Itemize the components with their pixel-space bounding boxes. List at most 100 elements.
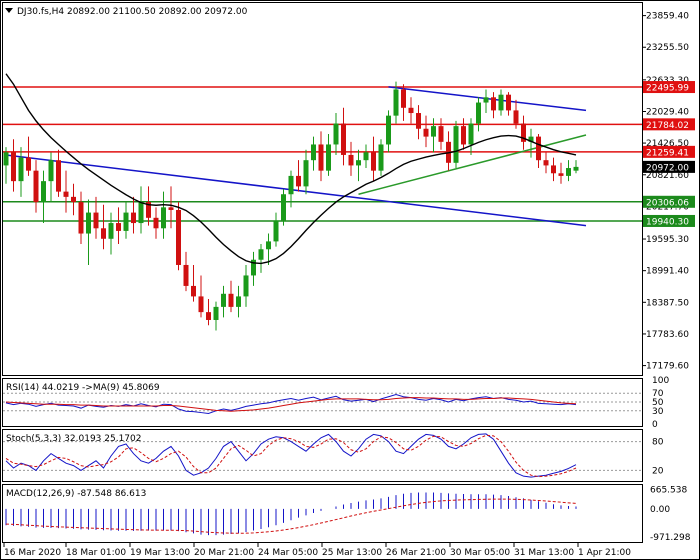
x-tick-label: 1 Apr 21:00 [578, 548, 631, 558]
candle-body [251, 259, 256, 276]
level-tag [643, 195, 695, 208]
price-tick-label: 20821.60 [646, 171, 689, 181]
candle-body [468, 123, 474, 145]
symbol-header: DJ30.fs,H4 20892.00 21100.50 20892.00 20… [17, 7, 248, 17]
level-tag-label: 22495.99 [646, 84, 689, 94]
price-tick-label: 22633.30 [646, 76, 689, 86]
candle-body [191, 285, 196, 297]
price-tick-label: 18991.40 [646, 267, 689, 277]
candle-body [228, 293, 234, 307]
candle-body [461, 126, 466, 145]
candle-body [513, 110, 519, 124]
candle-body [401, 89, 406, 108]
candle-body [26, 157, 31, 171]
price-tick-label: 19595.30 [646, 235, 689, 245]
candle-body [116, 223, 121, 231]
candle-body [78, 202, 84, 234]
candle-body [356, 160, 361, 166]
macd-tick-label: -971.298 [650, 533, 691, 543]
candle-body [86, 212, 91, 234]
rsi-tick-label: 50 [652, 398, 664, 408]
candle-body [48, 160, 54, 182]
stoch-panel[interactable] [2, 429, 643, 482]
level-tag-label: 19940.30 [646, 217, 689, 227]
candle-body [363, 152, 369, 161]
candle-body [198, 296, 204, 313]
stoch-tick-label: 20 [652, 466, 664, 476]
current-price-tag [643, 160, 695, 173]
candle-body [311, 144, 316, 161]
rsi-header: RSI(14) 44.0219 ->MA(9) 45.8069 [6, 383, 160, 393]
candle-body [236, 296, 241, 307]
price-tick-label: 17179.60 [646, 362, 689, 372]
candle-body [266, 241, 271, 250]
x-tick-label: 19 Mar 13:00 [130, 548, 190, 558]
candle-body [476, 102, 481, 124]
rsi-tick-label: 30 [652, 407, 664, 417]
moving-average-line [5, 73, 577, 265]
candle-body [296, 175, 301, 187]
x-tick-label: 16 Mar 2020 [4, 548, 61, 558]
level-tag-label: 20306.06 [646, 198, 689, 208]
candle-body [551, 165, 556, 174]
rsi-line-0 [5, 393, 577, 414]
candle-body [536, 136, 541, 161]
macd-signal-line [5, 498, 577, 534]
candle-body [393, 89, 399, 116]
level-tag [643, 118, 695, 131]
price-tick-label: 21426.50 [646, 139, 689, 149]
candle-body [213, 306, 219, 320]
level-tag-label: 21784.02 [646, 121, 689, 131]
candle-body [416, 113, 421, 129]
axis-labels: 23859.40 23255.50 22633.30 22029.40 21426.50… [3, 12, 695, 558]
candle-body [483, 97, 489, 103]
candle-body [131, 212, 136, 224]
candle-body [333, 123, 339, 145]
x-tick-label: 24 Mar 05:00 [258, 548, 318, 558]
candle-body [288, 175, 294, 195]
trendline-green [358, 134, 587, 195]
candle-body [206, 312, 211, 320]
macd-tick-label: 0.00 [650, 505, 670, 515]
candle-body [348, 154, 354, 166]
candle-body [528, 136, 534, 142]
candle-body [273, 220, 279, 242]
candle-body [11, 152, 16, 182]
candle-body [506, 94, 511, 111]
collapse-triangle-icon[interactable] [5, 8, 13, 13]
candle-body [341, 123, 346, 155]
candle-body [431, 126, 436, 137]
rsi-tick-label: 100 [652, 376, 669, 386]
stoch-line-1 [5, 434, 577, 478]
candle-body [63, 191, 69, 197]
level-tag [643, 145, 695, 158]
level-tag [643, 81, 695, 94]
candle-body [453, 126, 459, 163]
x-tick-label: 20 Mar 21:00 [194, 548, 254, 558]
candle-body [41, 181, 46, 203]
candle-body [281, 194, 286, 221]
candle-body [56, 160, 61, 192]
candle-body [161, 207, 166, 229]
candle-body [93, 212, 99, 229]
price-panel[interactable] [2, 2, 643, 376]
stoch-tick-label: 80 [652, 438, 664, 448]
rsi-panel[interactable] [2, 378, 643, 427]
macd-header: MACD(12,26,9) -87.548 86.613 [6, 489, 146, 499]
rsi-tick-label: 70 [652, 389, 664, 399]
level-tag-label: 21259.41 [646, 148, 689, 158]
current-price-label: 20972.00 [646, 163, 689, 173]
candle-body [33, 170, 39, 203]
price-tick-label: 17783.60 [646, 330, 689, 340]
candle-body [101, 228, 106, 239]
candle-body [386, 115, 391, 145]
candle-body [371, 152, 376, 171]
rsi-line-1 [5, 397, 577, 412]
level-tag [643, 214, 695, 227]
macd-panel[interactable] [2, 484, 643, 543]
candle-body [168, 207, 174, 210]
candle-body [438, 126, 444, 142]
stoch-series [3, 433, 642, 478]
